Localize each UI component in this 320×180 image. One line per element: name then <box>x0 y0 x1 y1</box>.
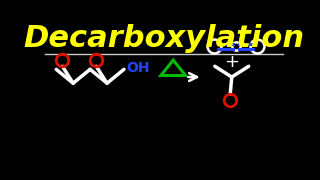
Text: +: + <box>224 53 239 71</box>
Text: Decarboxylation: Decarboxylation <box>23 24 305 53</box>
Text: OH: OH <box>126 61 150 75</box>
